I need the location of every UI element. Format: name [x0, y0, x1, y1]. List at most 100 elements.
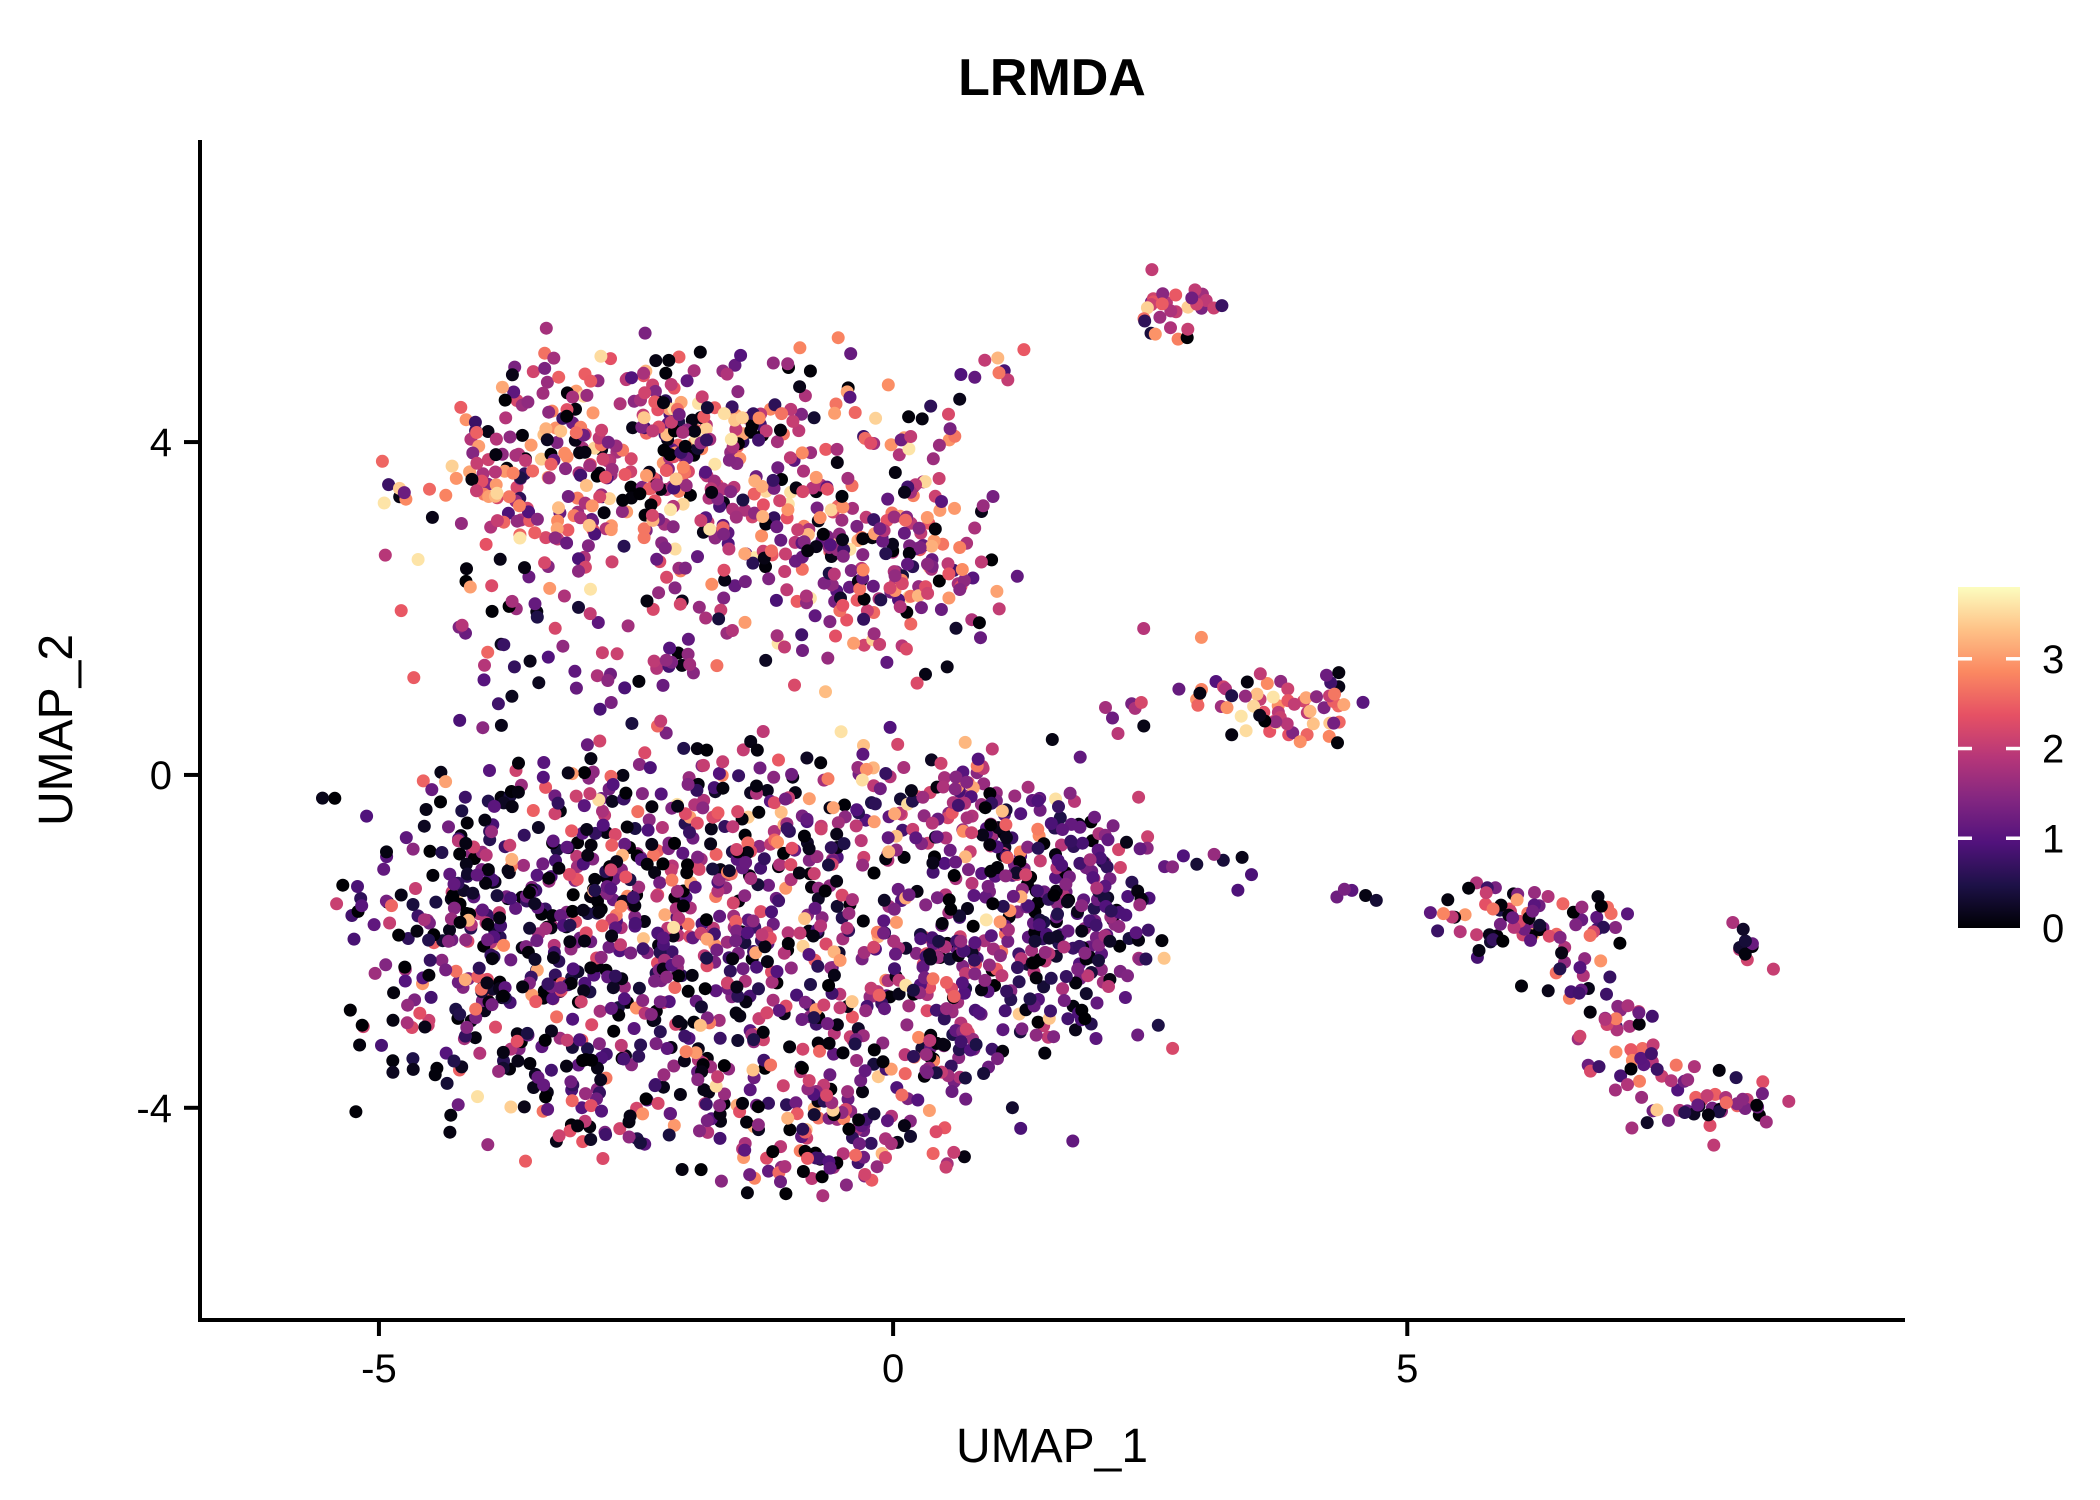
- data-point: [428, 1068, 442, 1082]
- data-point: [1507, 920, 1521, 934]
- data-point: [1553, 962, 1567, 976]
- data-point: [608, 969, 622, 983]
- data-point: [766, 1145, 780, 1159]
- data-point: [827, 1047, 840, 1061]
- data-point: [434, 795, 447, 809]
- data-point: [943, 843, 957, 857]
- data-point: [729, 510, 743, 524]
- data-point: [699, 611, 713, 625]
- data-point: [848, 406, 862, 419]
- data-point: [504, 891, 518, 905]
- data-point: [653, 1025, 667, 1039]
- data-point: [1239, 724, 1253, 738]
- data-point: [1328, 687, 1341, 701]
- data-point: [471, 1090, 484, 1104]
- data-point: [468, 415, 482, 429]
- data-point: [774, 805, 788, 819]
- data-point: [1712, 1105, 1726, 1119]
- data-point: [953, 583, 967, 596]
- data-point: [1486, 902, 1500, 916]
- data-point: [717, 407, 731, 421]
- data-point: [762, 1096, 775, 1110]
- data-point: [669, 472, 683, 486]
- data-point: [902, 546, 916, 560]
- data-point: [697, 1083, 711, 1097]
- data-point: [830, 899, 844, 913]
- data-point: [497, 938, 511, 952]
- data-point: [1572, 986, 1586, 1000]
- data-point: [659, 366, 673, 380]
- data-point: [595, 1104, 608, 1118]
- data-point: [972, 1006, 986, 1020]
- data-point: [540, 433, 554, 447]
- data-point: [766, 993, 780, 1007]
- data-point: [653, 876, 667, 890]
- data-point: [511, 785, 525, 799]
- data-point: [601, 674, 615, 687]
- data-point: [985, 742, 999, 756]
- data-point: [712, 612, 726, 626]
- data-point: [505, 800, 519, 814]
- data-point: [606, 778, 620, 791]
- data-point: [683, 658, 697, 671]
- data-point: [752, 411, 766, 425]
- data-point: [999, 831, 1013, 845]
- data-point: [981, 879, 995, 893]
- data-point: [1320, 668, 1333, 682]
- data-point: [699, 465, 713, 479]
- data-point: [738, 889, 752, 903]
- data-point: [1014, 1121, 1028, 1135]
- data-point: [650, 478, 664, 492]
- data-point: [1118, 991, 1132, 1004]
- data-point: [526, 464, 540, 478]
- data-point: [649, 1037, 663, 1051]
- data-point: [501, 864, 515, 878]
- data-point: [1250, 687, 1264, 701]
- data-point: [821, 772, 835, 786]
- data-point: [563, 868, 576, 881]
- data-point: [1089, 1032, 1103, 1045]
- data-point: [585, 499, 599, 513]
- data-point: [517, 1100, 531, 1114]
- data-point: [495, 380, 509, 394]
- data-point: [1038, 945, 1052, 959]
- data-point: [1766, 962, 1780, 976]
- data-point: [830, 456, 844, 469]
- data-point: [957, 1150, 971, 1164]
- data-point: [539, 1090, 553, 1104]
- data-point: [774, 1175, 787, 1189]
- data-point: [1575, 900, 1589, 914]
- data-point: [741, 836, 755, 850]
- data-point: [955, 563, 969, 576]
- data-point: [729, 1006, 743, 1020]
- data-point: [857, 592, 871, 606]
- data-point: [990, 584, 1004, 598]
- data-point: [699, 422, 713, 436]
- data-point: [841, 1085, 855, 1099]
- data-point: [1281, 682, 1295, 696]
- data-point: [741, 926, 754, 940]
- data-point: [839, 1178, 853, 1192]
- data-point: [942, 407, 955, 421]
- data-point: [670, 884, 684, 898]
- data-point: [904, 430, 918, 443]
- data-point: [1134, 696, 1148, 709]
- data-point: [764, 1058, 778, 1072]
- data-point: [911, 1093, 925, 1107]
- data-point: [965, 876, 979, 890]
- data-point: [590, 669, 604, 683]
- data-point: [969, 1038, 983, 1051]
- data-point: [512, 756, 525, 770]
- data-point: [778, 565, 792, 578]
- data-point: [637, 366, 651, 380]
- data-point: [668, 981, 682, 994]
- data-point: [807, 867, 821, 881]
- data-point: [536, 857, 550, 871]
- data-point: [554, 981, 568, 995]
- data-point: [1569, 918, 1583, 932]
- data-point: [1044, 817, 1058, 830]
- data-point: [1369, 893, 1383, 907]
- data-point: [560, 1033, 574, 1047]
- data-point: [1553, 930, 1567, 944]
- data-point: [591, 616, 605, 629]
